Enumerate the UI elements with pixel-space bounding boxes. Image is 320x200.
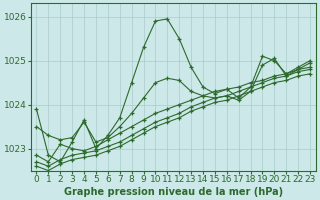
- X-axis label: Graphe pression niveau de la mer (hPa): Graphe pression niveau de la mer (hPa): [64, 187, 283, 197]
